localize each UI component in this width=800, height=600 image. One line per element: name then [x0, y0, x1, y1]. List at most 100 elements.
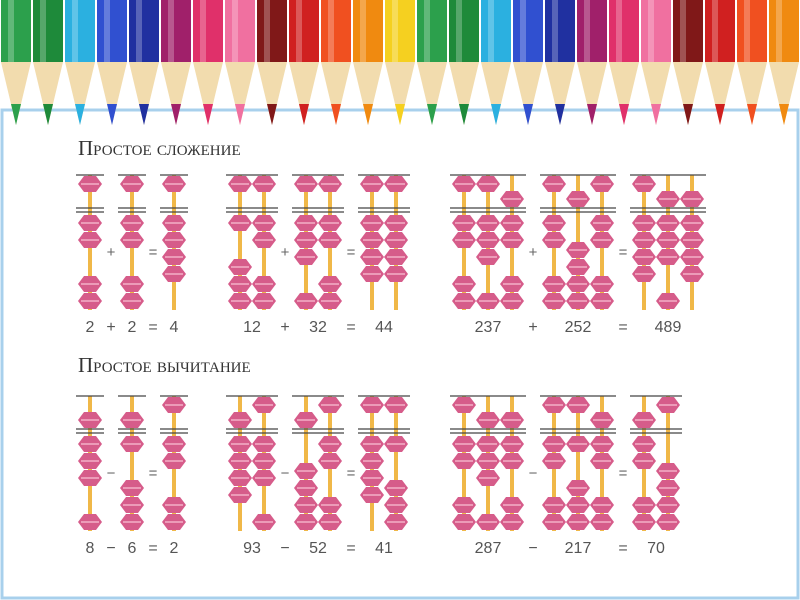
pencil-shine: [168, 0, 174, 62]
pencil-lead: [555, 104, 565, 125]
pencil-shine: [264, 0, 270, 62]
pencil-shine: [616, 0, 622, 62]
equals-sign: =: [149, 244, 158, 261]
pencil-wood: [417, 62, 447, 125]
pencil-body: [673, 0, 703, 62]
pencil-wood: [577, 62, 607, 125]
pencil-lead: [171, 104, 181, 125]
operand-label: 2: [128, 319, 137, 336]
pencil-wood: [545, 62, 575, 125]
section-title: Простое сложение: [78, 136, 241, 160]
operand-label: 32: [309, 319, 327, 336]
pencil-body: [769, 0, 799, 62]
pencil-wood: [193, 62, 223, 125]
pencil-lead: [235, 104, 245, 125]
pencil-lead: [523, 104, 533, 125]
equals-label: =: [148, 319, 157, 336]
pencil-shine: [712, 0, 718, 62]
pencil-lead: [43, 104, 53, 125]
operator-sign: +: [281, 244, 290, 261]
pencil-wood: [737, 62, 767, 125]
pencil-body: [545, 0, 575, 62]
pencil-lead: [427, 104, 437, 125]
pencil-lead: [107, 104, 117, 125]
operator-label: +: [528, 319, 537, 336]
pencil-lead: [267, 104, 277, 125]
pencil-wood: [321, 62, 351, 125]
pencil-wood: [33, 62, 63, 125]
pencil-body: [129, 0, 159, 62]
pencil-shine: [232, 0, 238, 62]
pencil-wood: [769, 62, 799, 125]
result-label: 44: [375, 319, 393, 336]
pencil-shine: [136, 0, 142, 62]
operand-label: 237: [475, 319, 502, 336]
pencil-shine: [360, 0, 366, 62]
operand-label: 52: [309, 540, 327, 557]
pencil-shine: [296, 0, 302, 62]
pencil-body: [257, 0, 287, 62]
pencil-body: [481, 0, 511, 62]
pencil-wood: [1, 62, 31, 125]
pencil-lead: [299, 104, 309, 125]
pencil-wood: [129, 62, 159, 125]
pencil-wood: [641, 62, 671, 125]
pencil-body: [65, 0, 95, 62]
pencil-lead: [747, 104, 757, 125]
equals-sign: =: [619, 465, 628, 482]
operator-sign: −: [107, 465, 116, 482]
equals-sign: =: [347, 244, 356, 261]
operand-label: 12: [243, 319, 261, 336]
pencil-lead: [331, 104, 341, 125]
pencil-body: [289, 0, 319, 62]
pencil-lead: [139, 104, 149, 125]
pencil-lead: [683, 104, 693, 125]
pencil-shine: [200, 0, 206, 62]
operand-label: 6: [128, 540, 137, 557]
operator-sign: −: [529, 465, 538, 482]
operator-label: +: [280, 319, 289, 336]
pencil-wood: [353, 62, 383, 125]
equals-sign: =: [619, 244, 628, 261]
pencil-wood: [705, 62, 735, 125]
pencil-lead: [651, 104, 661, 125]
pencil-body: [449, 0, 479, 62]
pencil-wood: [449, 62, 479, 125]
operator-label: −: [280, 540, 289, 557]
operand-label: 2: [86, 319, 95, 336]
operator-label: −: [106, 540, 115, 557]
pencil-body: [353, 0, 383, 62]
pencil-shine: [744, 0, 750, 62]
pencil-shine: [488, 0, 494, 62]
operand-label: 287: [475, 540, 502, 557]
pencil-wood: [481, 62, 511, 125]
pencil-body: [161, 0, 191, 62]
pencil-body: [513, 0, 543, 62]
section-title: Простое вычитание: [78, 353, 251, 377]
pencil-wood: [673, 62, 703, 125]
pencil-body: [609, 0, 639, 62]
pencil-lead: [779, 104, 789, 125]
result-label: 2: [170, 540, 179, 557]
pencil-body: [33, 0, 63, 62]
pencil-shine: [520, 0, 526, 62]
operator-label: +: [106, 319, 115, 336]
operator-sign: −: [281, 465, 290, 482]
pencil-shine: [392, 0, 398, 62]
pencil-shine: [8, 0, 14, 62]
operator-sign: +: [529, 244, 538, 261]
equals-label: =: [148, 540, 157, 557]
pencil-shine: [584, 0, 590, 62]
equals-label: =: [618, 319, 627, 336]
pencil-lead: [75, 104, 85, 125]
result-label: 41: [375, 540, 393, 557]
pencil-body: [193, 0, 223, 62]
pencil-shine: [40, 0, 46, 62]
pencil-lead: [715, 104, 725, 125]
pencil-wood: [97, 62, 127, 125]
pencil-shine: [328, 0, 334, 62]
pencil-lead: [459, 104, 469, 125]
pencil-body: [577, 0, 607, 62]
